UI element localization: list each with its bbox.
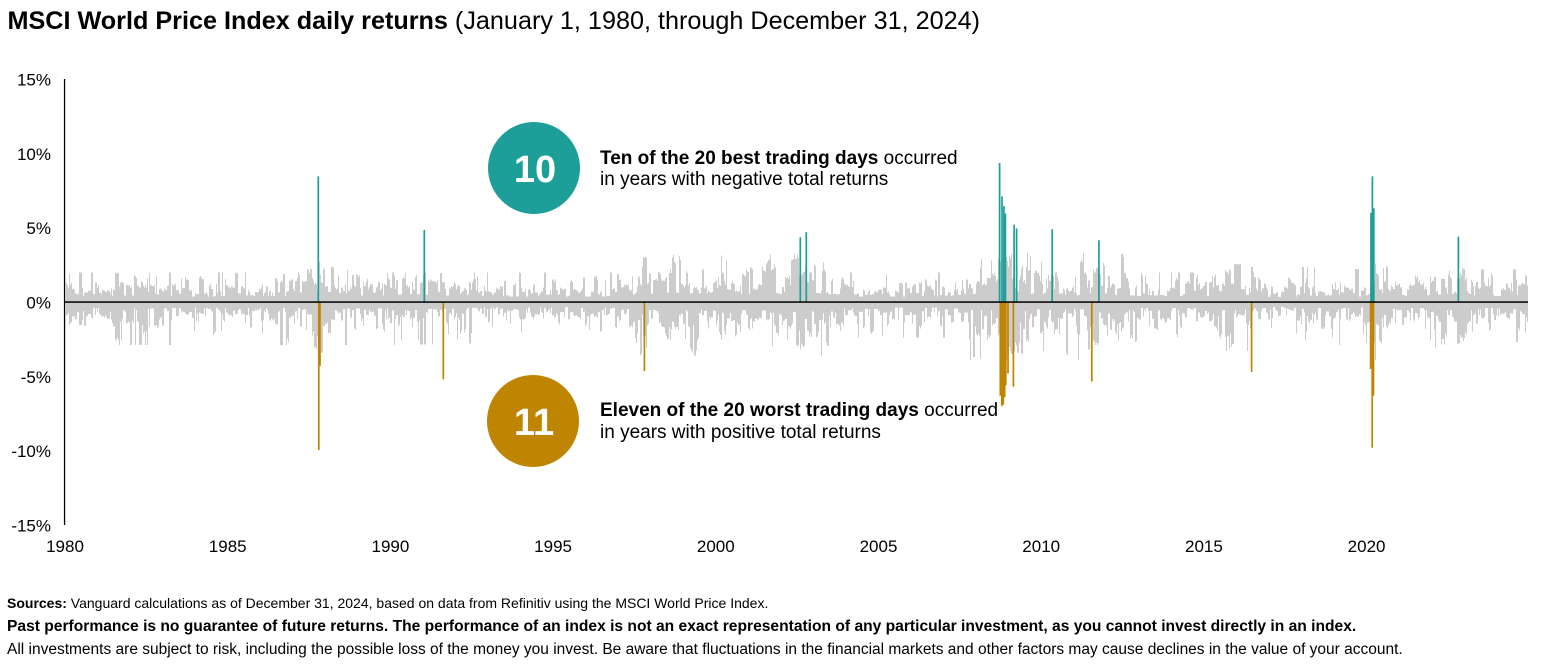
svg-text:2010: 2010 <box>1022 537 1060 556</box>
svg-text:1990: 1990 <box>371 537 409 556</box>
svg-text:2005: 2005 <box>860 537 898 556</box>
svg-text:-10%: -10% <box>11 442 51 461</box>
svg-text:1980: 1980 <box>46 537 84 556</box>
svg-text:2000: 2000 <box>697 537 735 556</box>
svg-text:2015: 2015 <box>1185 537 1223 556</box>
svg-text:10%: 10% <box>17 145 51 164</box>
svg-text:2020: 2020 <box>1348 537 1386 556</box>
svg-text:0%: 0% <box>26 294 51 313</box>
svg-text:15%: 15% <box>17 71 51 90</box>
svg-text:5%: 5% <box>26 219 51 238</box>
svg-text:1995: 1995 <box>534 537 572 556</box>
svg-text:-15%: -15% <box>11 517 51 536</box>
svg-text:1985: 1985 <box>209 537 247 556</box>
svg-text:-5%: -5% <box>21 368 51 387</box>
